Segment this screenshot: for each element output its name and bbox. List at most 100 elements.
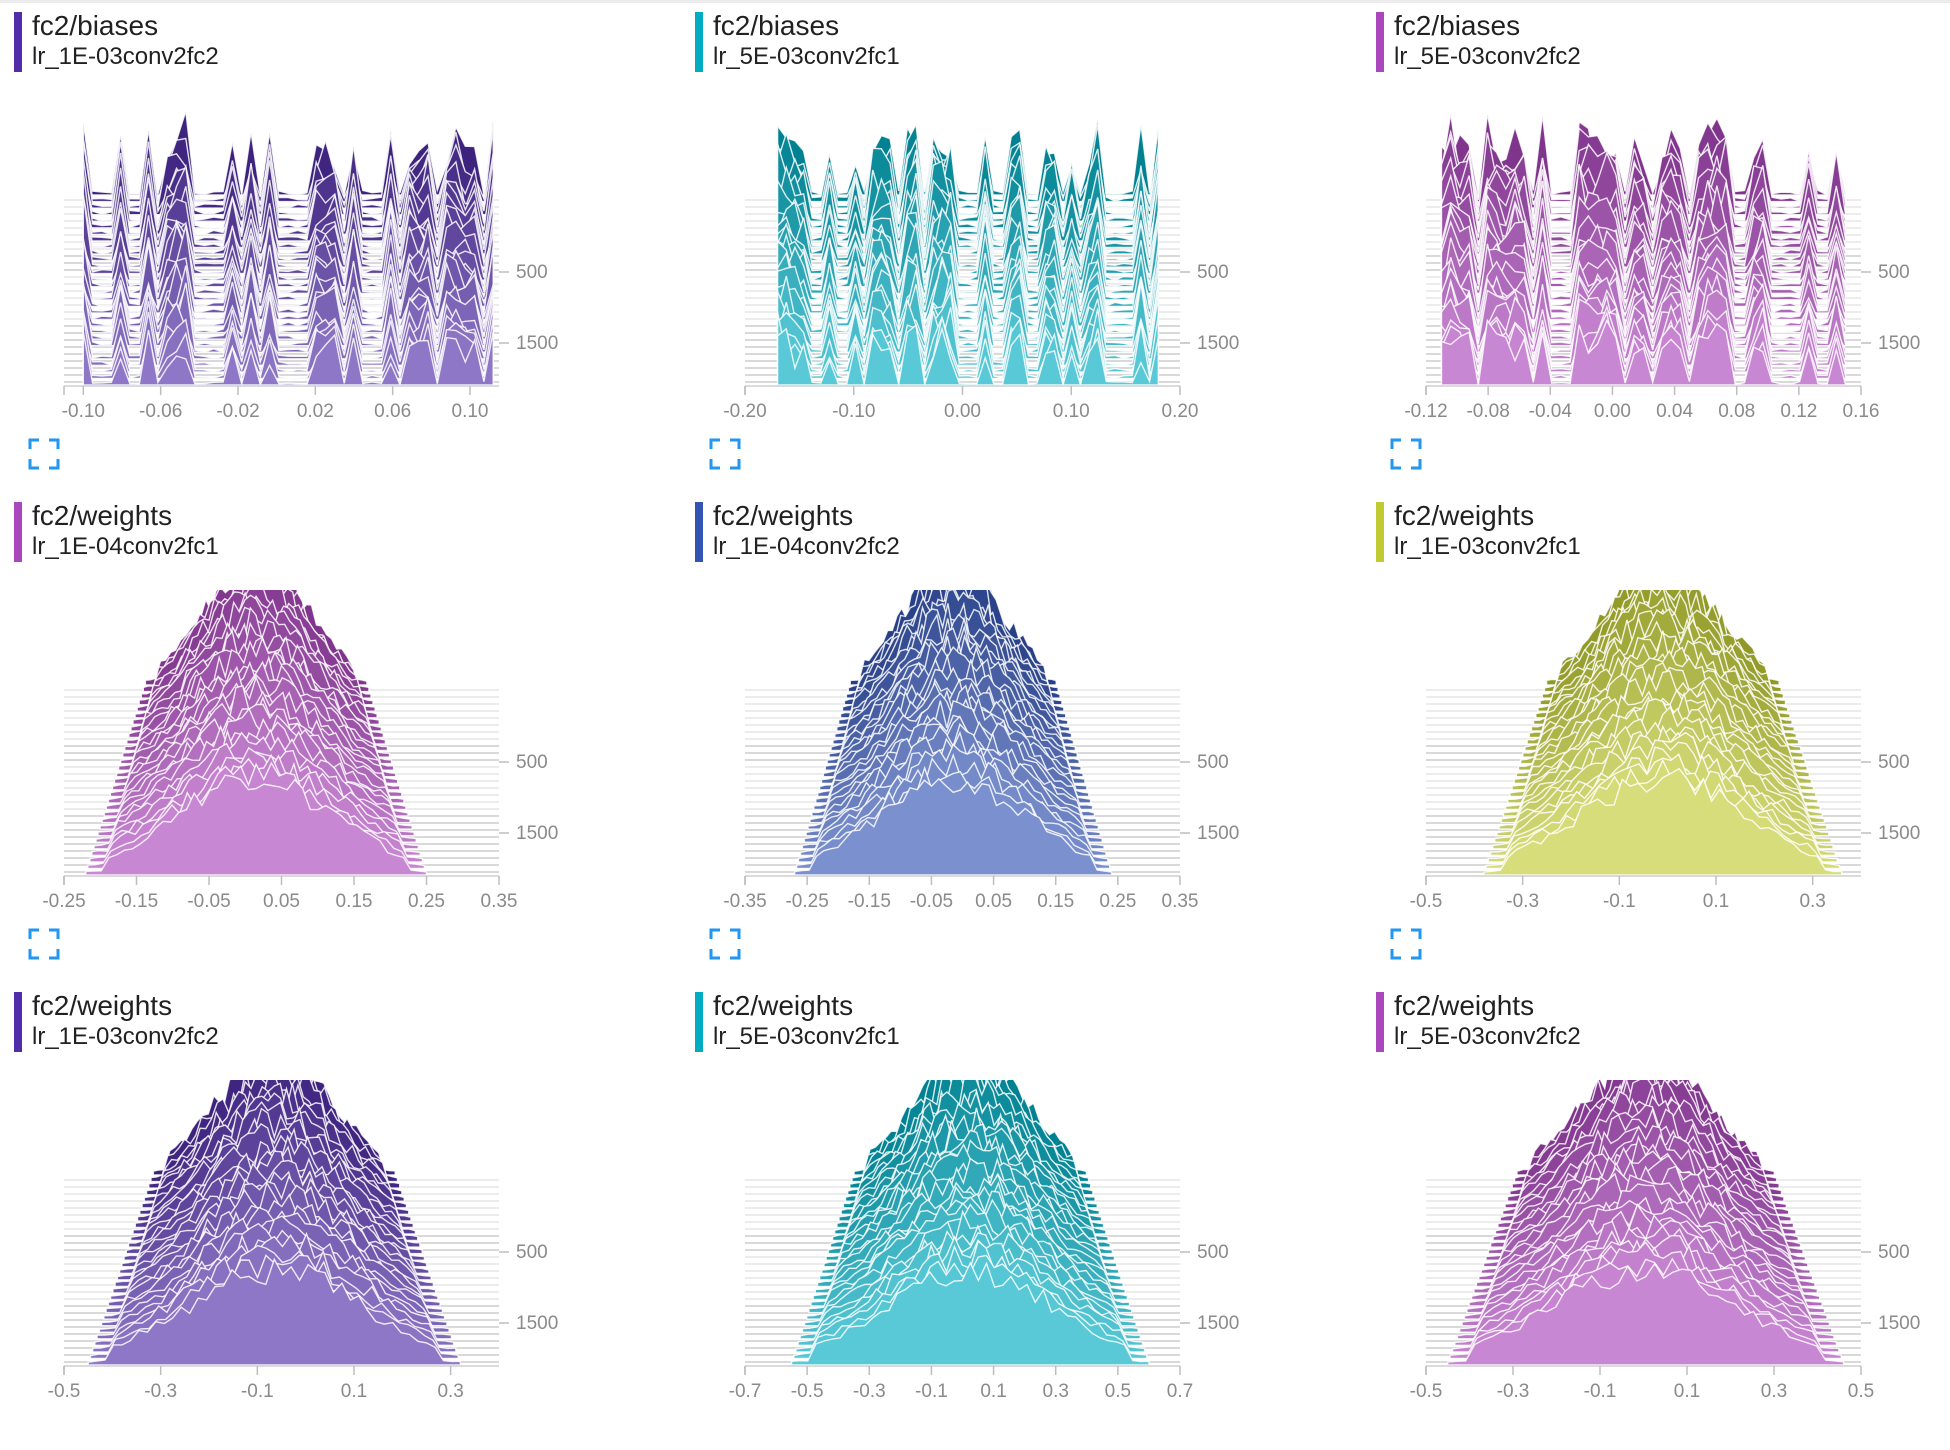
x-tick-label: -0.5 [48, 1381, 81, 1402]
fullscreen-corner [730, 949, 741, 960]
x-tick-label: -0.25 [42, 891, 85, 912]
x-tick-label: 0.25 [1099, 891, 1136, 912]
fullscreen-corner [28, 949, 39, 960]
histogram-plot[interactable]: -0.20 -0.10 0.00 0.10 0.20 500 1500 [695, 100, 1295, 430]
y-tick-label: 1500 [516, 333, 558, 354]
chart-title: fc2/weights [713, 990, 854, 1021]
y-tick-label: 1500 [1197, 823, 1239, 844]
x-axis-ticks: -0.5 -0.3 -0.1 0.1 0.3 [48, 1366, 464, 1402]
x-tick-label: -0.10 [832, 401, 875, 422]
histogram-ridges [1440, 113, 1847, 386]
histogram-card: fc2/weights lr_1E-03conv2fc1 -0.5 -0.3 -0.… [1376, 500, 1950, 960]
x-axis-ticks: -0.35 -0.25 -0.15 -0.05 0.05 0.15 0.25 0.35 [723, 876, 1198, 912]
histogram-ridges [794, 590, 1113, 876]
histogram-ridge [1483, 767, 1843, 876]
x-axis-ticks: -0.7 -0.5 -0.3 -0.1 0.1 0.3 0.5 0.7 [729, 1366, 1193, 1402]
run-name: lr_1E-03conv2fc2 [32, 1023, 219, 1050]
run-name: lr_5E-03conv2fc2 [1394, 43, 1581, 70]
histogram-plot[interactable]: -0.35 -0.25 -0.15 -0.05 0.05 0.15 0.25 0.35 500 1… [695, 590, 1295, 920]
x-tick-label: 0.05 [975, 891, 1012, 912]
x-tick-label: -0.3 [1497, 1381, 1530, 1402]
y-tick-label: 500 [1197, 262, 1229, 283]
histogram-ridge [1440, 318, 1847, 386]
x-tick-label: -0.1 [1603, 891, 1636, 912]
y-axis-ticks: 500 1500 [1180, 1242, 1239, 1334]
histogram-card: fc2/weights lr_1E-04conv2fc1 -0.25 -0.15-… [14, 500, 614, 960]
fullscreen-corner [1390, 438, 1401, 449]
fullscreen-corner [1411, 949, 1422, 960]
y-axis-ticks: 500 1500 [1861, 752, 1920, 844]
fullscreen-icon[interactable] [1390, 928, 1422, 960]
x-tick-label: 0.5 [1848, 1381, 1874, 1402]
fullscreen-icon[interactable] [28, 928, 60, 960]
x-axis-ticks: -0.20 -0.10 0.00 0.10 0.20 [723, 386, 1198, 422]
y-tick-label: 1500 [1197, 333, 1239, 354]
fullscreen-icon[interactable] [709, 438, 741, 470]
histogram-card: fc2/weights lr_1E-04conv2fc2 -0.35 -0.25-… [695, 500, 1295, 960]
x-tick-label: -0.20 [723, 401, 766, 422]
x-tick-label: -0.08 [1466, 401, 1509, 422]
y-axis-ticks: 500 1500 [1180, 262, 1239, 354]
histogram-plot[interactable]: -0.5 -0.3 -0.1 0.1 0.3 500 1500 [14, 1080, 614, 1410]
x-tick-label: -0.7 [729, 1381, 762, 1402]
x-tick-label: -0.05 [910, 891, 953, 912]
x-axis-ticks: -0.5 -0.3 -0.1 0.1 0.3 0.5 [1410, 1366, 1874, 1402]
run-name: lr_1E-04conv2fc1 [32, 533, 219, 560]
y-tick-label: 1500 [1878, 1313, 1920, 1334]
x-tick-label: 0.10 [452, 401, 489, 422]
chart-title: fc2/weights [713, 500, 854, 531]
fullscreen-icon-glyph [28, 928, 60, 960]
x-axis-ticks: -0.12 -0.08 -0.04 0.00 0.04 0.08 0.12 0.16 [1404, 386, 1879, 422]
histogram-plot[interactable]: -0.10 -0.06 -0.02 0.02 0.06 0.10 500 1500 [14, 100, 614, 430]
x-tick-label: -0.05 [187, 891, 230, 912]
x-tick-label: 0.3 [1761, 1381, 1787, 1402]
y-axis-ticks: 500 1500 [499, 1242, 558, 1334]
x-tick-label: 0.04 [1656, 401, 1693, 422]
x-axis-ticks: -0.5 -0.3 -0.1 0.1 0.3 [1410, 876, 1826, 912]
fullscreen-corner [1411, 928, 1422, 939]
x-tick-label: 0.3 [1043, 1381, 1069, 1402]
fullscreen-corner [730, 459, 741, 470]
x-tick-label: 0.12 [1780, 401, 1817, 422]
run-name: lr_1E-03conv2fc2 [32, 43, 219, 70]
fullscreen-icon[interactable] [709, 928, 741, 960]
histogram-plot[interactable]: -0.7 -0.5 -0.3 -0.1 0.1 0.3 0.5 0.7 500 1500 [695, 1080, 1295, 1410]
x-tick-label: 0.06 [374, 401, 411, 422]
fullscreen-corner [1411, 438, 1422, 449]
histogram-ridge [776, 323, 1159, 388]
fullscreen-icon[interactable] [1390, 438, 1422, 470]
x-tick-label: -0.25 [785, 891, 828, 912]
chart-title: fc2/biases [713, 10, 840, 41]
histogram-ridges [790, 1080, 1150, 1366]
x-tick-label: 0.7 [1167, 1381, 1193, 1402]
histogram-plot[interactable]: -0.5 -0.3 -0.1 0.1 0.3 0.5 500 1500 [1376, 1080, 1950, 1410]
y-tick-label: 500 [1878, 752, 1910, 773]
histogram-plot[interactable]: -0.5 -0.3 -0.1 0.1 0.3 500 1500 [1376, 590, 1950, 920]
y-tick-label: 500 [516, 752, 548, 773]
y-tick-label: 1500 [516, 823, 558, 844]
fullscreen-corner [1390, 459, 1401, 470]
fullscreen-icon[interactable] [28, 438, 60, 470]
run-color-swatch [14, 12, 22, 72]
x-tick-label: 0.1 [341, 1381, 367, 1402]
y-axis-ticks: 500 1500 [499, 262, 558, 354]
histogram-ridge [85, 774, 428, 876]
x-tick-label: 0.3 [437, 1381, 463, 1402]
run-color-swatch [1376, 992, 1384, 1052]
histogram-plot[interactable]: -0.25 -0.15 -0.05 0.05 0.15 0.25 0.35 500 1500 [14, 590, 614, 920]
x-tick-label: 0.20 [1162, 401, 1199, 422]
chart-title: fc2/weights [1394, 500, 1535, 531]
x-tick-label: 0.1 [980, 1381, 1006, 1402]
histogram-ridge [87, 1257, 461, 1366]
histogram-plot[interactable]: -0.12 -0.08 -0.04 0.00 0.04 0.08 0.12 0.16 500 15… [1376, 100, 1950, 430]
histogram-ridge [82, 329, 494, 387]
x-tick-label: 0.15 [336, 891, 373, 912]
x-tick-label: -0.15 [115, 891, 158, 912]
y-axis-ticks: 500 1500 [1861, 262, 1920, 354]
fullscreen-corner [1411, 459, 1422, 470]
y-tick-label: 1500 [1197, 1313, 1239, 1334]
histogram-ridge [1447, 1262, 1845, 1366]
chart-title: fc2/weights [1394, 990, 1535, 1021]
x-tick-label: 0.08 [1718, 401, 1755, 422]
fullscreen-corner [28, 459, 39, 470]
